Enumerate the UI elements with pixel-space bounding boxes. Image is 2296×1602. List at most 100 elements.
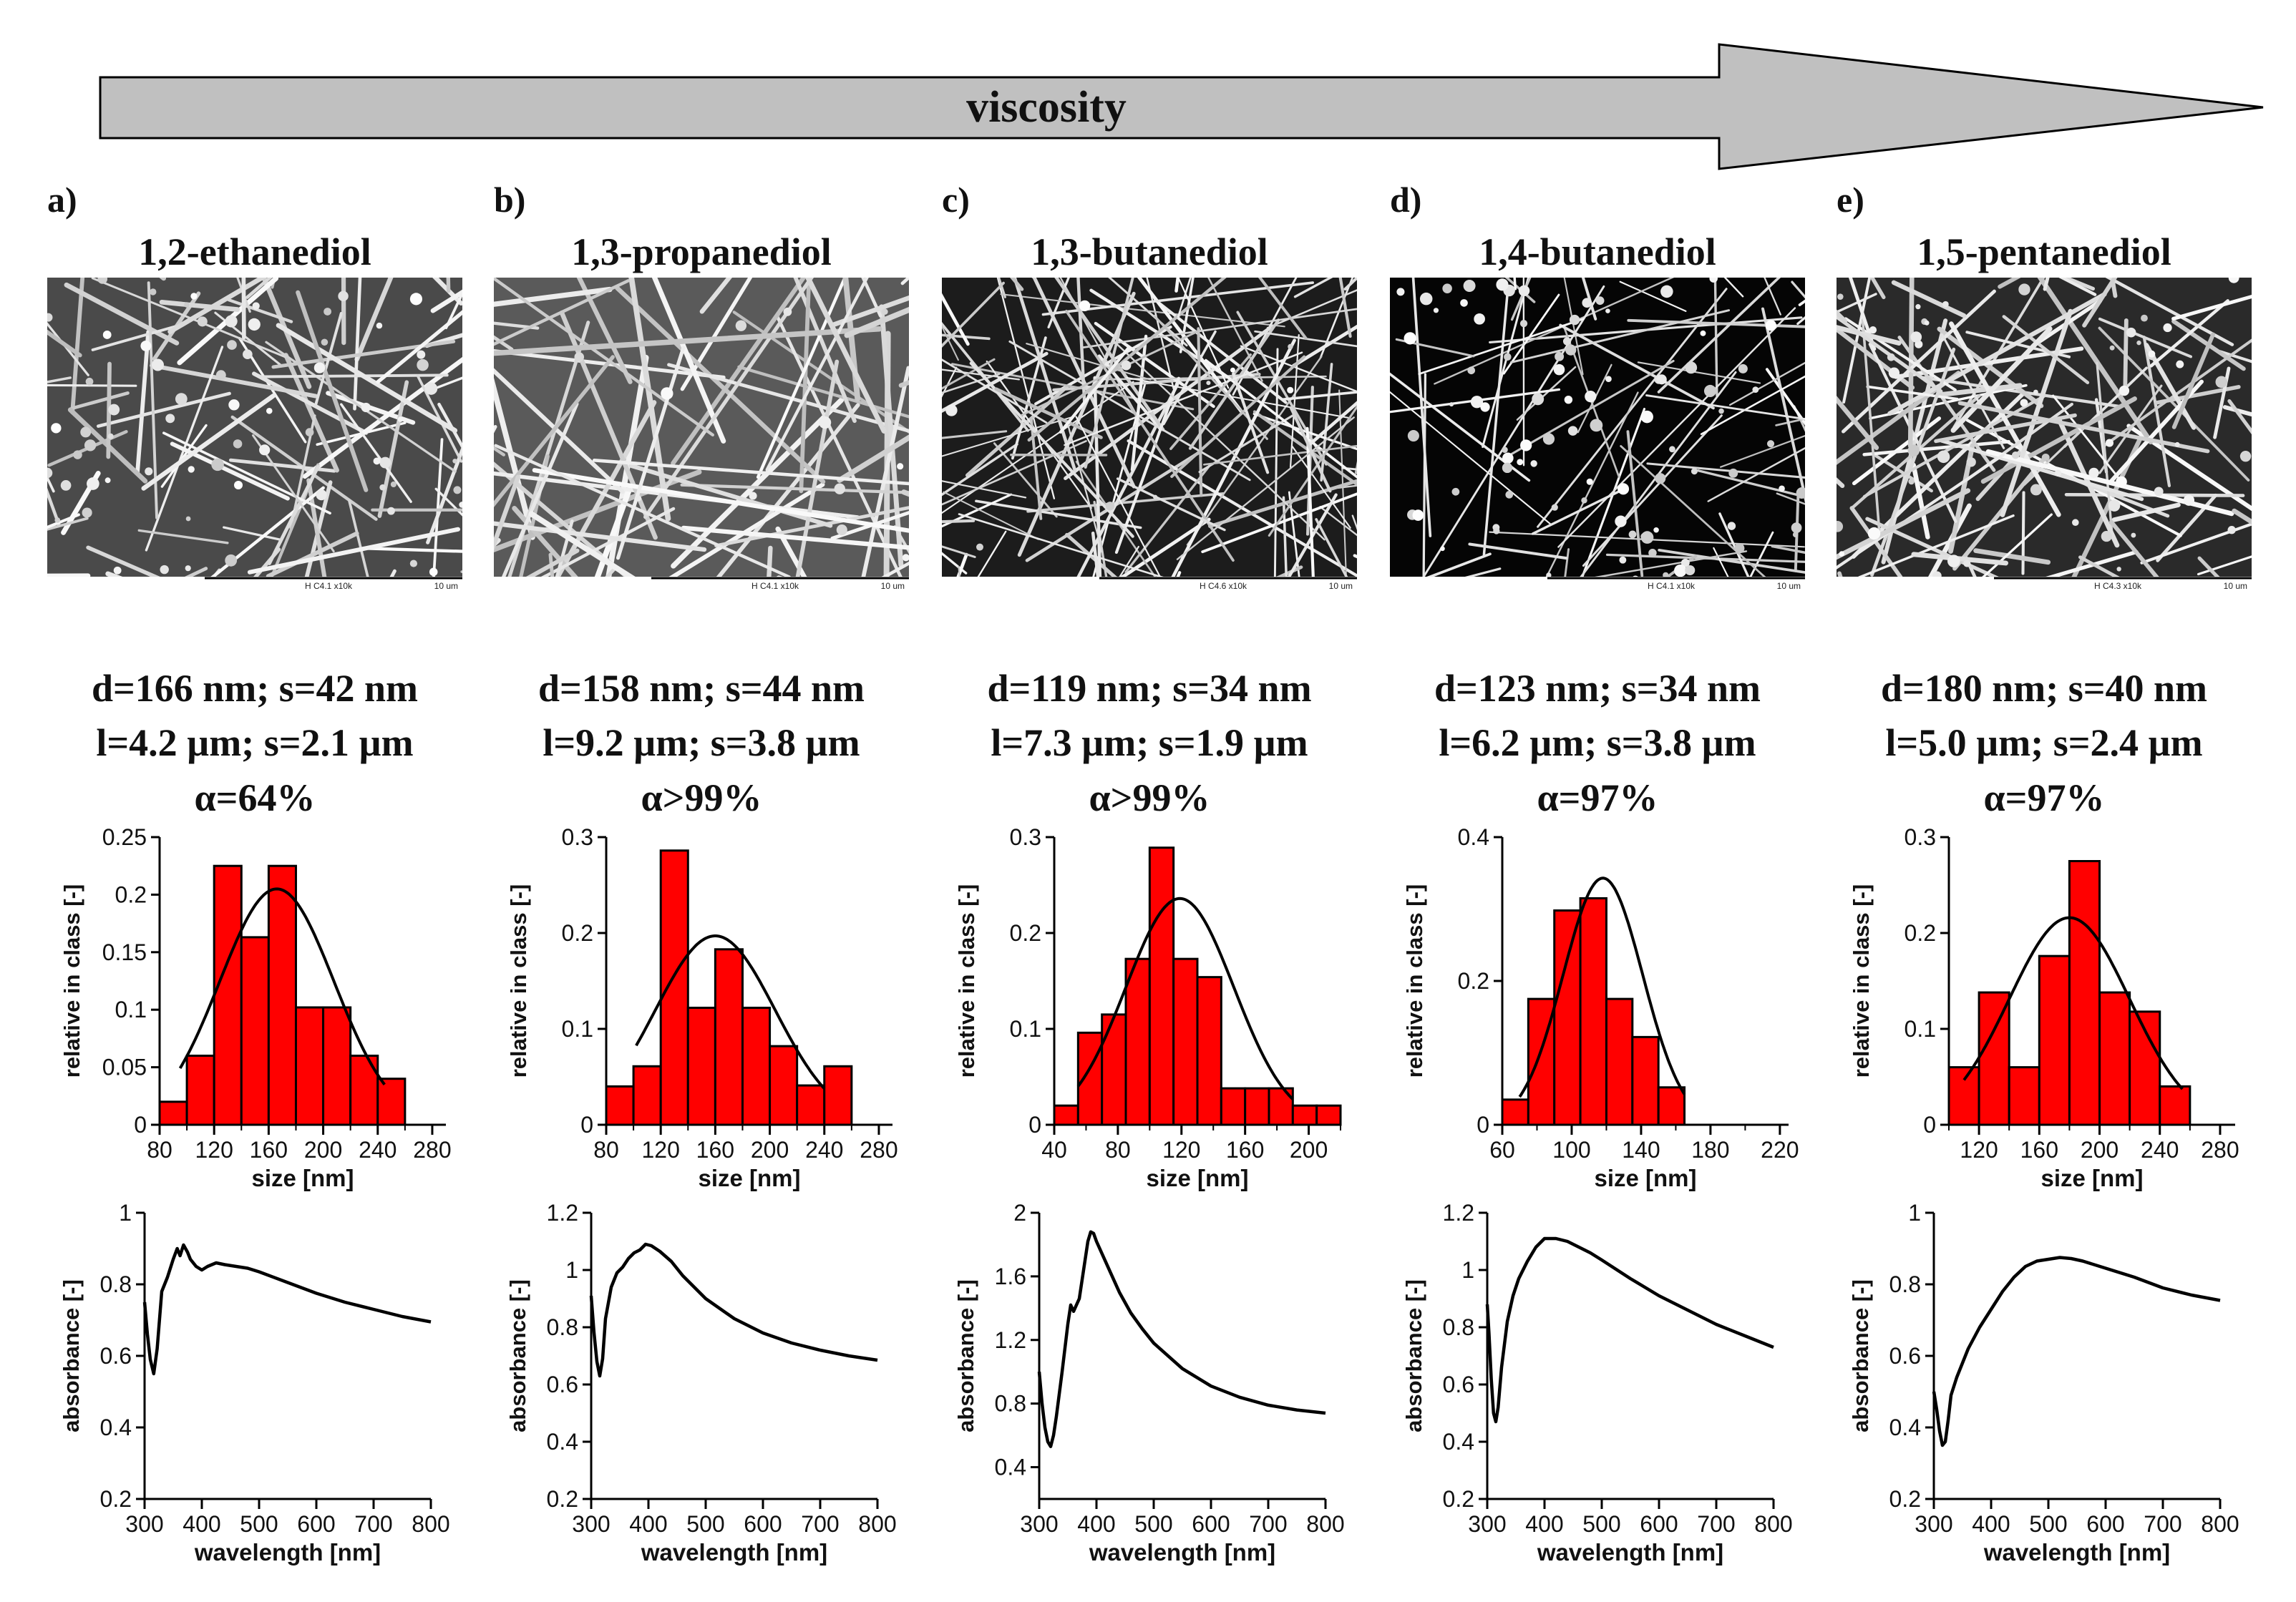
sem-info-strip <box>1837 577 2252 592</box>
histogram-x-tick-label: 200 <box>304 1137 342 1163</box>
sem-nanowire <box>247 527 461 575</box>
sem-nanowire <box>494 368 625 494</box>
sem-nanowire <box>69 391 130 411</box>
sem-nanowire <box>942 281 1005 348</box>
histogram-y-tick-label: 0 <box>1923 1112 1936 1138</box>
histogram-bar <box>1124 957 1151 1126</box>
sem-particle <box>1887 353 1895 361</box>
sem-particle <box>324 308 331 316</box>
sem-particle <box>51 423 62 434</box>
sem-particle <box>1628 530 1637 539</box>
sem-nanowire <box>296 290 369 492</box>
absorbance-y-tick-label: 1.2 <box>547 1200 578 1226</box>
sem-particle <box>2183 494 2195 506</box>
sem-nanowire <box>64 282 180 346</box>
absorbance-x-tick-label: 400 <box>1077 1511 1115 1537</box>
sem-particle <box>248 318 261 331</box>
sem-nanowire <box>1351 514 1357 530</box>
sem-nanowire <box>1979 513 2053 582</box>
sem-particle <box>1502 452 1514 464</box>
sem-nanowire <box>1064 351 1303 446</box>
histogram-y-tick-label: 0.15 <box>102 939 147 965</box>
sem-nanowire <box>1870 347 1956 577</box>
sem-nanowire <box>1837 396 1879 450</box>
histogram-y-tick-label: 0.4 <box>1458 824 1489 850</box>
sem-particle <box>1718 408 1724 414</box>
sem-nanowire <box>1106 580 1113 592</box>
histogram-x-tick-label: 180 <box>1691 1137 1729 1163</box>
histogram-x-label: size [nm] <box>2040 1165 2143 1191</box>
sem-nanowire <box>167 278 268 334</box>
sem-nanowire <box>2058 278 2097 296</box>
histogram-chart: 40 80 120 160 200 0 0.1 0.2 0.3 size [nm] relative… <box>954 824 1342 1191</box>
histogram-bar <box>1196 976 1222 1126</box>
sem-particle <box>1837 293 1844 300</box>
sem-particle <box>215 370 226 381</box>
sem-particle <box>373 457 381 465</box>
sem-particle <box>387 507 395 515</box>
absorbance-y-tick-label: 0.8 <box>1443 1314 1474 1340</box>
sem-particle <box>2101 531 2112 542</box>
viscosity-label: viscosity <box>966 83 1127 132</box>
absorbance-y-tick-label: 0.4 <box>995 1455 1026 1480</box>
sem-micrograph: H C4.6 x10k 10 um <box>942 278 1357 592</box>
sem-nanowire <box>1254 330 1357 348</box>
histogram-x-tick-label: 160 <box>250 1137 288 1163</box>
sem-nanowire <box>340 403 412 503</box>
sem-nanowire <box>267 464 320 565</box>
sem-particle <box>225 315 238 328</box>
sem-particle <box>1888 367 1900 378</box>
sem-nanowire <box>643 278 814 519</box>
absorbance-x-tick-label: 500 <box>1134 1511 1172 1537</box>
histogram-bar <box>2068 860 2101 1126</box>
sem-particle <box>1937 450 1950 464</box>
absorbance-y-tick-label: 0.2 <box>1443 1486 1474 1512</box>
sem-particle <box>1779 485 1785 492</box>
absorbance-line <box>1485 1236 1774 1424</box>
stats-length: l=6.2 µm; s=3.8 µm <box>1439 721 1756 764</box>
sem-nanowire <box>424 333 462 348</box>
sem-nanowire <box>241 278 246 340</box>
absorbance-y-tick-label: 1.2 <box>995 1327 1026 1353</box>
sem-nanowire <box>1957 401 2210 454</box>
sem-particle <box>1230 367 1235 373</box>
sem-nanowire <box>494 279 630 346</box>
sem-particle <box>85 377 94 386</box>
histogram-y-tick-label: 0.3 <box>1905 824 1936 850</box>
sem-nanowire <box>592 458 909 486</box>
sem-particle <box>47 467 53 479</box>
sem-particle <box>54 517 61 523</box>
sem-nanowire <box>47 321 89 376</box>
absorbance-x-tick-label: 800 <box>2201 1511 2239 1537</box>
sem-nanowire <box>1504 278 1536 303</box>
absorbance-y-tick-label: 0.8 <box>547 1314 578 1340</box>
sem-particle <box>397 416 404 422</box>
absorbance-x-tick-label: 300 <box>572 1511 610 1537</box>
panel-letter: e) <box>1837 180 1864 220</box>
histogram-bar <box>1605 997 1634 1126</box>
sem-nanowire <box>2218 350 2252 363</box>
panel-4: d) 1,4-butanediol H C4.1 x10k 10 um d=123 nm… <box>1390 180 1805 1566</box>
absorbance-y-tick-label: 0.2 <box>547 1486 578 1512</box>
histogram-x-tick-label: 120 <box>195 1137 233 1163</box>
sem-nanowire <box>2108 519 2172 592</box>
sem-nanowire <box>1418 318 1585 376</box>
sem-particle <box>452 459 457 464</box>
absorbance-y-label: absorbance [-] <box>59 1279 84 1432</box>
histogram-y-tick-label: 0 <box>1028 1112 1041 1138</box>
sem-nanowire <box>1289 406 1332 493</box>
sem-nanowire <box>494 286 613 307</box>
sem-particle <box>882 308 888 315</box>
histogram-bar <box>1053 1104 1079 1126</box>
sem-nanowire <box>494 474 520 552</box>
panel-solvent-title: 1,5-pentanediol <box>1917 230 2171 273</box>
sem-nanowire <box>2098 384 2163 474</box>
histogram-chart: 60 100 140 180 220 0 0.2 0.4 size [nm] relative i… <box>1402 824 1799 1191</box>
sem-micrograph: H C4.3 x10k 10 um <box>1837 278 2252 592</box>
sem-particle <box>1791 522 1802 534</box>
absorbance-y-tick-label: 0.8 <box>1889 1271 1921 1297</box>
sem-particle <box>1915 304 1921 310</box>
sem-particle <box>1910 331 1922 343</box>
sem-particle <box>429 567 438 577</box>
sem-particle <box>190 293 198 300</box>
